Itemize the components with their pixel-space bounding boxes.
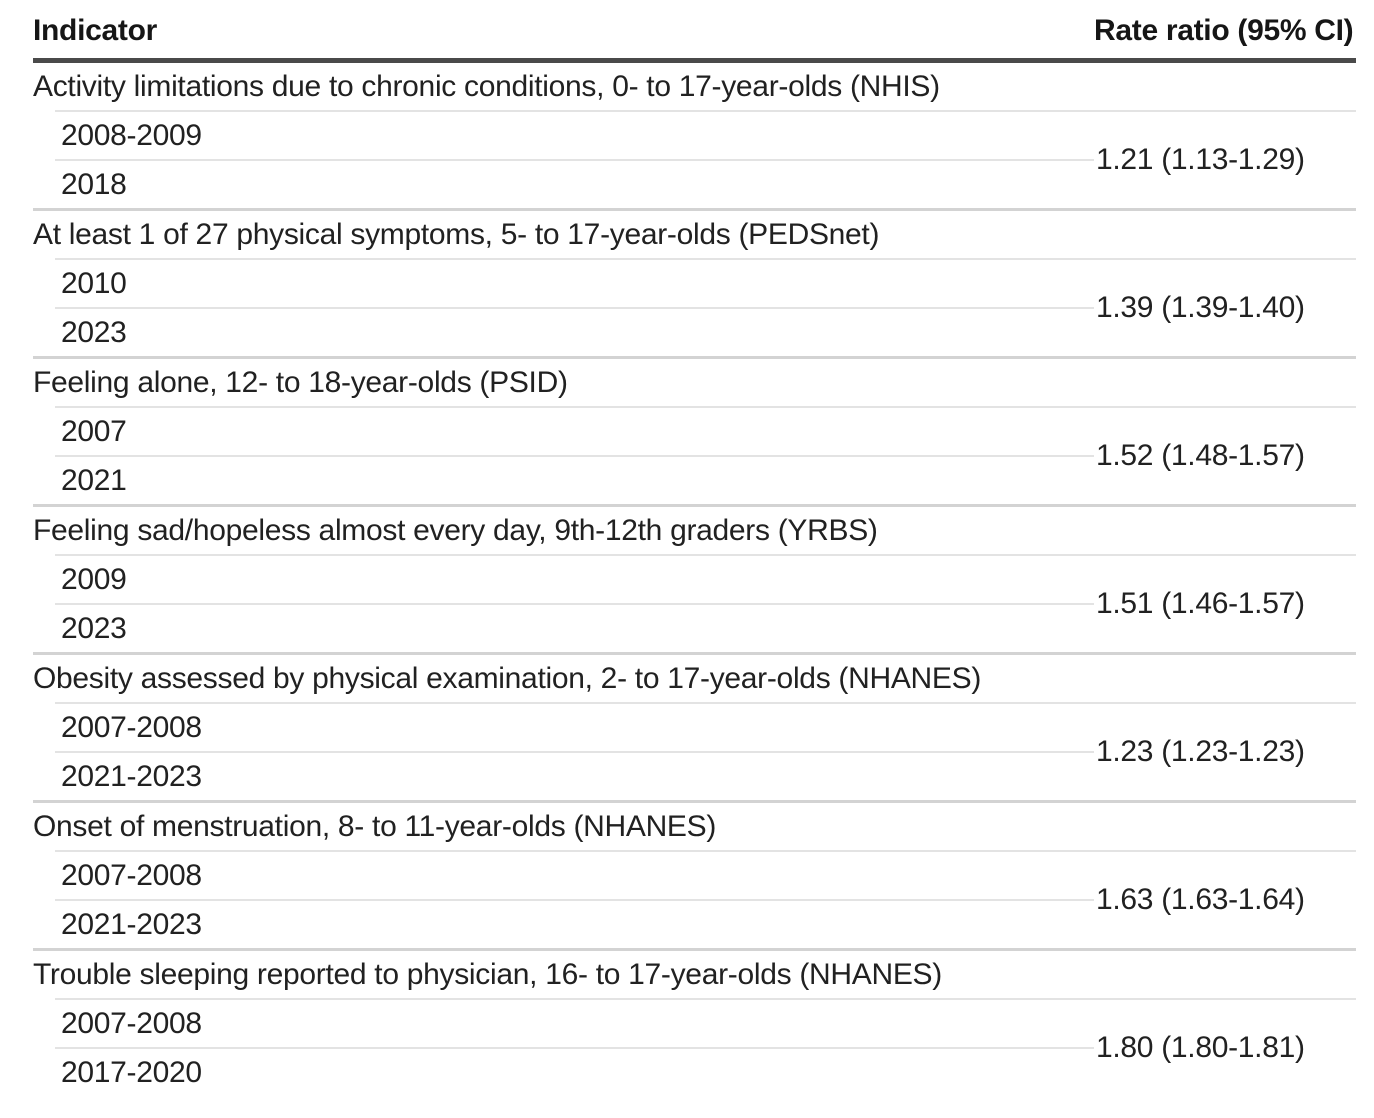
period-row: 2008-2009 bbox=[55, 112, 1094, 159]
period-label: 2023 bbox=[61, 315, 127, 349]
indicator-group: Obesity assessed by physical examination… bbox=[33, 655, 1356, 803]
indicator-row: Trouble sleeping reported to physician, … bbox=[33, 951, 1356, 998]
group-divider bbox=[33, 948, 1356, 951]
period-label: 2017-2020 bbox=[61, 1055, 202, 1089]
header-rule bbox=[33, 58, 1356, 63]
row-divider bbox=[55, 455, 1094, 457]
period-row: 2007-2008 bbox=[55, 704, 1094, 751]
indicator-label: Trouble sleeping reported to physician, … bbox=[33, 957, 942, 991]
period-label: 2018 bbox=[61, 167, 127, 201]
period-label: 2007-2008 bbox=[61, 1006, 202, 1040]
period-label: 2021-2023 bbox=[61, 759, 202, 793]
indicator-label: Obesity assessed by physical examination… bbox=[33, 661, 982, 695]
group-divider bbox=[33, 208, 1356, 211]
indicator-label: Feeling alone, 12- to 18-year-olds (PSID… bbox=[33, 365, 568, 399]
column-header-indicator: Indicator bbox=[33, 14, 157, 47]
row-divider bbox=[55, 159, 1094, 161]
rate-ratio-value: 1.52 (1.48-1.57) bbox=[1096, 439, 1305, 472]
period-row: 2009 bbox=[55, 556, 1094, 603]
rate-ratio-value: 1.80 (1.80-1.81) bbox=[1096, 1031, 1305, 1064]
indicator-label: Activity limitations due to chronic cond… bbox=[33, 69, 940, 103]
period-row: 2010 bbox=[55, 260, 1094, 307]
periods-column: 2008-2009 2018 bbox=[55, 112, 1094, 208]
period-row: 2021-2023 bbox=[55, 753, 1094, 800]
indicator-label: At least 1 of 27 physical symptoms, 5- t… bbox=[33, 217, 880, 251]
indicator-group: Onset of menstruation, 8- to 11-year-old… bbox=[33, 803, 1356, 951]
period-row: 2007-2008 bbox=[55, 852, 1094, 899]
indicator-group: At least 1 of 27 physical symptoms, 5- t… bbox=[33, 211, 1356, 359]
period-row: 2021 bbox=[55, 457, 1094, 504]
periods-block: 2008-2009 2018 1.21 (1.13-1.29) bbox=[33, 112, 1356, 208]
column-header-rate-ratio: Rate ratio (95% CI) bbox=[1094, 14, 1354, 47]
rate-ratio-value: 1.39 (1.39-1.40) bbox=[1096, 291, 1305, 324]
row-divider bbox=[55, 1047, 1094, 1049]
periods-column: 2007 2021 bbox=[55, 408, 1094, 504]
row-divider bbox=[55, 899, 1094, 901]
period-label: 2021-2023 bbox=[61, 907, 202, 941]
periods-block: 2007-2008 2017-2020 1.80 (1.80-1.81) bbox=[33, 1000, 1356, 1096]
period-row: 2018 bbox=[55, 161, 1094, 208]
periods-block: 2009 2023 1.51 (1.46-1.57) bbox=[33, 556, 1356, 652]
period-row: 2007 bbox=[55, 408, 1094, 455]
row-divider bbox=[55, 603, 1094, 605]
period-row: 2007-2008 bbox=[55, 1000, 1094, 1047]
indicator-label: Onset of menstruation, 8- to 11-year-old… bbox=[33, 809, 717, 843]
periods-block: 2010 2023 1.39 (1.39-1.40) bbox=[33, 260, 1356, 356]
row-divider bbox=[55, 258, 1356, 260]
row-divider bbox=[55, 307, 1094, 309]
indicator-group: Feeling alone, 12- to 18-year-olds (PSID… bbox=[33, 359, 1356, 507]
period-row: 2017-2020 bbox=[55, 1049, 1094, 1096]
group-divider bbox=[33, 800, 1356, 803]
row-divider bbox=[55, 702, 1356, 704]
indicator-row: At least 1 of 27 physical symptoms, 5- t… bbox=[33, 211, 1356, 258]
indicator-group: Trouble sleeping reported to physician, … bbox=[33, 951, 1356, 1096]
row-divider bbox=[55, 110, 1356, 112]
periods-block: 2007-2008 2021-2023 1.63 (1.63-1.64) bbox=[33, 852, 1356, 948]
period-label: 2007 bbox=[61, 414, 127, 448]
indicator-group: Feeling sad/hopeless almost every day, 9… bbox=[33, 507, 1356, 655]
period-label: 2007-2008 bbox=[61, 858, 202, 892]
period-label: 2009 bbox=[61, 562, 127, 596]
periods-column: 2007-2008 2021-2023 bbox=[55, 704, 1094, 800]
rate-ratio-value: 1.63 (1.63-1.64) bbox=[1096, 883, 1305, 916]
row-divider bbox=[55, 406, 1356, 408]
rate-ratio-value: 1.21 (1.13-1.29) bbox=[1096, 143, 1305, 176]
period-label: 2010 bbox=[61, 266, 127, 300]
periods-column: 2007-2008 2017-2020 bbox=[55, 1000, 1094, 1096]
table-header-row: Indicator Rate ratio (95% CI) bbox=[33, 14, 1356, 58]
indicator-group: Activity limitations due to chronic cond… bbox=[33, 63, 1356, 211]
indicator-label: Feeling sad/hopeless almost every day, 9… bbox=[33, 513, 878, 547]
period-label: 2008-2009 bbox=[61, 118, 202, 152]
periods-column: 2007-2008 2021-2023 bbox=[55, 852, 1094, 948]
period-row: 2021-2023 bbox=[55, 901, 1094, 948]
group-divider bbox=[33, 652, 1356, 655]
indicator-row: Activity limitations due to chronic cond… bbox=[33, 63, 1356, 110]
period-row: 2023 bbox=[55, 309, 1094, 356]
rate-ratio-value: 1.51 (1.46-1.57) bbox=[1096, 587, 1305, 620]
indicator-row: Feeling sad/hopeless almost every day, 9… bbox=[33, 507, 1356, 554]
period-label: 2007-2008 bbox=[61, 710, 202, 744]
period-label: 2023 bbox=[61, 611, 127, 645]
row-divider bbox=[55, 751, 1094, 753]
periods-column: 2009 2023 bbox=[55, 556, 1094, 652]
indicator-row: Feeling alone, 12- to 18-year-olds (PSID… bbox=[33, 359, 1356, 406]
indicator-row: Obesity assessed by physical examination… bbox=[33, 655, 1356, 702]
group-divider bbox=[33, 356, 1356, 359]
row-divider bbox=[55, 554, 1356, 556]
row-divider bbox=[55, 998, 1356, 1000]
row-divider bbox=[55, 850, 1356, 852]
periods-block: 2007 2021 1.52 (1.48-1.57) bbox=[33, 408, 1356, 504]
periods-block: 2007-2008 2021-2023 1.23 (1.23-1.23) bbox=[33, 704, 1356, 800]
period-label: 2021 bbox=[61, 463, 127, 497]
periods-column: 2010 2023 bbox=[55, 260, 1094, 356]
period-row: 2023 bbox=[55, 605, 1094, 652]
rate-ratio-value: 1.23 (1.23-1.23) bbox=[1096, 735, 1305, 768]
group-divider bbox=[33, 504, 1356, 507]
indicator-row: Onset of menstruation, 8- to 11-year-old… bbox=[33, 803, 1356, 850]
